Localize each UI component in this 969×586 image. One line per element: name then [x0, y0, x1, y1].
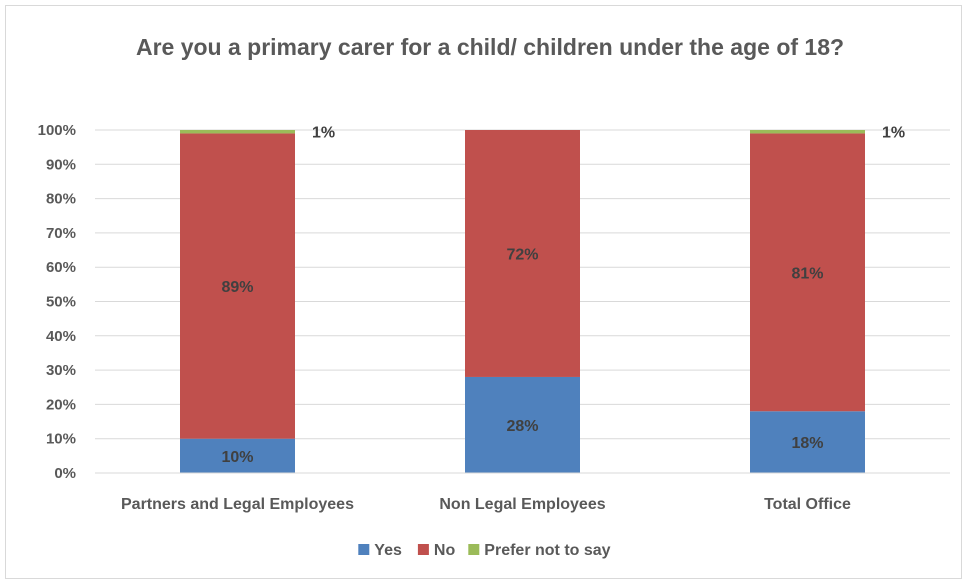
y-tick-label: 90% [46, 156, 76, 173]
data-label: 28% [506, 418, 538, 435]
legend-label: Yes [374, 542, 402, 559]
x-tick-label: Non Legal Employees [439, 496, 605, 513]
y-tick-label: 60% [46, 259, 76, 276]
x-tick-label: Total Office [764, 496, 851, 513]
legend-label: Prefer not to say [484, 542, 610, 559]
data-label: 18% [791, 435, 823, 452]
y-tick-label: 0% [54, 465, 76, 482]
y-tick-label: 50% [46, 294, 76, 311]
legend-swatch [468, 544, 480, 555]
y-tick-label: 10% [46, 431, 76, 448]
data-label: 72% [506, 246, 538, 263]
legend-label: No [434, 542, 456, 559]
y-tick-label: 100% [38, 122, 76, 139]
data-label: 81% [791, 265, 823, 282]
bar-segment [180, 130, 295, 134]
y-tick-label: 20% [46, 396, 76, 413]
y-tick-label: 70% [46, 225, 76, 242]
bar-segment [180, 438, 295, 473]
legend-swatch [417, 544, 429, 555]
bar-segment [750, 130, 865, 134]
y-tick-label: 40% [46, 328, 76, 345]
y-tick-label: 80% [46, 191, 76, 208]
y-tick-label: 30% [46, 362, 76, 379]
data-label: 1% [882, 125, 905, 142]
bar-segment [750, 411, 865, 473]
legend-swatch [358, 544, 370, 555]
data-label: 1% [312, 125, 335, 142]
x-tick-label: Partners and Legal Employees [121, 496, 354, 513]
chart-title: Are you a primary carer for a child/ chi… [135, 34, 845, 60]
data-label: 89% [221, 279, 253, 296]
bar-segment [180, 133, 295, 439]
bar-segment [465, 130, 580, 377]
bar-segment [465, 376, 580, 473]
data-label: 10% [221, 449, 253, 466]
bar-segment [750, 133, 865, 412]
